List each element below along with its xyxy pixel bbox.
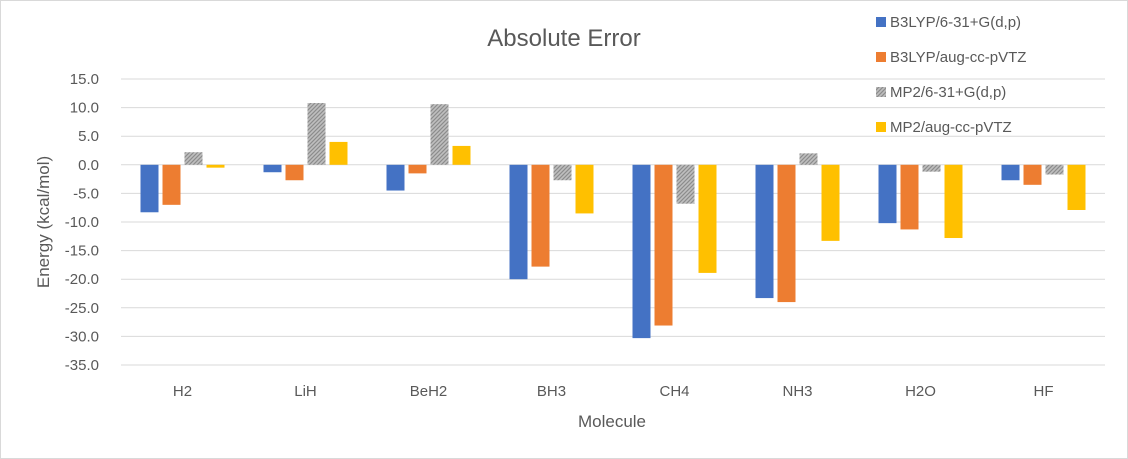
bar-lih-series-4 (329, 141, 348, 165)
y-tick-label: 5.0 (78, 128, 99, 145)
bar-beh2-series-2 (408, 164, 427, 174)
chart-title: Absolute Error (487, 25, 640, 52)
bar-lih-series-1 (263, 164, 282, 173)
x-tick-label: NH3 (782, 383, 812, 400)
bar-h2o-series-3 (922, 164, 941, 172)
bar-bh3-series-4 (575, 164, 594, 214)
legend-label: MP2/6-31+G(d,p) (890, 84, 1006, 101)
bar-bh3-series-1 (509, 164, 528, 280)
x-tick-label: HF (1034, 383, 1054, 400)
bar-nh3-series-3 (799, 153, 818, 165)
y-tick-label: 10.0 (70, 100, 99, 117)
bar-beh2-series-1 (386, 164, 405, 191)
bar-nh3-series-2 (777, 164, 796, 303)
bar-nh3-series-1 (755, 164, 774, 299)
x-tick-label: CH4 (659, 383, 689, 400)
legend-swatch (876, 17, 886, 27)
bar-hf-series-3 (1045, 164, 1064, 175)
y-tick-label: -5.0 (73, 185, 99, 202)
gridlines (121, 78, 1105, 366)
bar-h2-series-2 (162, 164, 181, 205)
legend-label: MP2/aug-cc-pVTZ (890, 119, 1012, 136)
bar-lih-series-2 (285, 164, 304, 181)
legend-swatch (876, 87, 886, 97)
y-tick-label: -20.0 (65, 271, 99, 288)
bar-beh2-series-3 (430, 104, 449, 165)
bar-ch4-series-3 (676, 164, 695, 204)
x-axis-title: Molecule (578, 412, 646, 431)
bar-h2o-series-4 (944, 164, 963, 239)
legend: B3LYP/6-31+G(d,p) B3LYP/aug-cc-pVTZ MP2/6-… (876, 14, 1026, 136)
x-tick-label: LiH (294, 383, 317, 400)
bars (140, 103, 1086, 339)
bar-bh3-series-2 (531, 164, 550, 267)
x-tick-label: H2O (905, 383, 936, 400)
bar-bh3-series-3 (553, 164, 572, 181)
y-tick-label: 0.0 (78, 157, 99, 174)
legend-label: B3LYP/6-31+G(d,p) (890, 14, 1021, 31)
bar-h2-series-1 (140, 164, 159, 213)
y-tick-label: -10.0 (65, 214, 99, 231)
legend-swatch (876, 52, 886, 62)
bar-hf-series-4 (1067, 164, 1086, 210)
x-axis-ticks: H2 LiH BeH2 BH3 CH4 NH3 H2O HF (173, 383, 1054, 400)
y-tick-label: -25.0 (65, 300, 99, 317)
x-tick-label: BH3 (537, 383, 566, 400)
bar-ch4-series-4 (698, 164, 717, 273)
bar-lih-series-3 (307, 103, 326, 165)
bar-h2-series-4 (206, 164, 225, 168)
bar-nh3-series-4 (821, 164, 840, 241)
bar-h2o-series-1 (878, 164, 897, 224)
y-tick-label: -35.0 (65, 357, 99, 374)
x-tick-label: BeH2 (410, 383, 448, 400)
bar-h2o-series-2 (900, 164, 919, 230)
y-tick-label: 15.0 (70, 71, 99, 88)
y-tick-label: -30.0 (65, 328, 99, 345)
bar-hf-series-1 (1001, 164, 1020, 181)
bar-ch4-series-2 (654, 164, 673, 326)
bar-hf-series-2 (1023, 164, 1042, 185)
legend-label: B3LYP/aug-cc-pVTZ (890, 49, 1026, 66)
x-tick-label: H2 (173, 383, 192, 400)
y-axis-title: Energy (kcal/mol) (34, 156, 53, 288)
y-tick-label: -15.0 (65, 243, 99, 260)
y-axis-ticks: 15.0 10.0 5.0 0.0 -5.0 -10.0 -15.0 -20.0 -25.0 -3… (65, 71, 99, 374)
legend-swatch (876, 122, 886, 132)
bar-ch4-series-1 (632, 164, 651, 339)
bar-h2-series-3 (184, 152, 203, 165)
bar-beh2-series-4 (452, 145, 471, 165)
